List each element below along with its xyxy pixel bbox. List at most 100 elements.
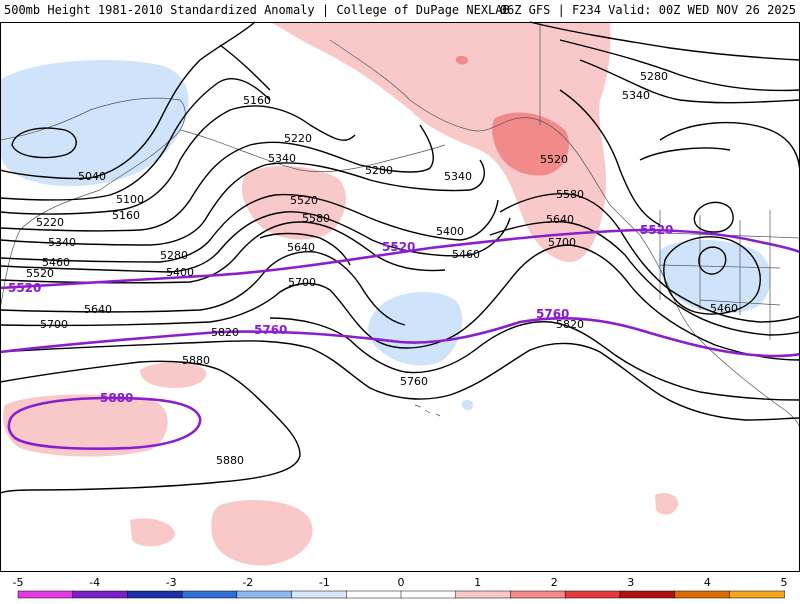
height-label: 5700: [548, 236, 576, 249]
highlight-label: 5880: [100, 391, 133, 405]
neg-anomaly-north-pacific: [0, 60, 189, 187]
highlight-5520: [0, 228, 800, 290]
legend-tick-label: 0: [398, 576, 405, 589]
contour-5460: [0, 211, 511, 273]
contour-low-inner: [693, 201, 734, 233]
pos-anomaly-alaska: [270, 22, 611, 262]
contour-5400: [0, 193, 499, 263]
legend-bin: [181, 590, 238, 599]
height-label: 5520: [290, 194, 318, 207]
pos-anomaly-gulf: [241, 165, 346, 240]
height-label: 5400: [436, 225, 464, 238]
legend-tick-label: 1: [474, 576, 481, 589]
highlight-labels: 5520 5520 5520 5760 5760 5880: [8, 223, 673, 405]
legend-tick-label: 4: [704, 576, 711, 589]
height-label: 5280: [365, 164, 393, 177]
height-label: 5580: [556, 188, 584, 201]
neg-anomaly-small: [462, 399, 474, 411]
contour-5640: [0, 220, 800, 336]
contour-5040: [11, 127, 77, 159]
pos-anomaly-subtropic-mid: [140, 361, 206, 388]
legend-bin: [564, 590, 621, 599]
height-label: 5520: [540, 153, 568, 166]
legend-colorbar: -5 -4 -3 -2 -1 0 1 2 3 4 5: [13, 576, 788, 599]
height-label: 5640: [546, 213, 574, 226]
states-grid: [659, 210, 781, 340]
legend-bin: [674, 590, 731, 599]
pos-anomaly-south-2: [655, 493, 679, 515]
legend-bin: [510, 590, 566, 599]
height-label: 5340: [268, 152, 296, 165]
contour-5400-east: [559, 89, 661, 226]
contour-5580: [259, 193, 800, 323]
height-label: 5820: [211, 326, 239, 339]
legend-tick-label: 2: [551, 576, 558, 589]
height-label: 5160: [112, 209, 140, 222]
height-label: 5040: [78, 170, 106, 183]
legend-bin: [346, 590, 402, 599]
legend-bin: [72, 590, 129, 599]
height-label: 5520: [26, 267, 54, 280]
contour-canada-ring: [639, 121, 800, 176]
contour-5340: [0, 159, 486, 246]
pos-anomaly-darker-dot: [456, 55, 468, 65]
contour-5160a: [0, 77, 271, 201]
contour-5460-low: [663, 236, 761, 315]
height-label: 5640: [84, 303, 112, 316]
contour-5160b: [219, 44, 271, 91]
legend-bin: [400, 590, 457, 599]
pos-anomaly-south-3: [130, 518, 175, 547]
legend-tick-label: -2: [242, 576, 253, 589]
highlight-label: 5760: [254, 323, 287, 337]
legend-bin: [291, 590, 348, 599]
contour-5220: [0, 105, 356, 215]
legend-bin: [17, 590, 74, 599]
highlight-label: 5520: [8, 281, 41, 295]
anomaly-shading: [0, 22, 771, 566]
model-run-info: 06Z GFS | F234 Valid: 00Z WED NOV 26 202…: [499, 3, 796, 17]
pos-anomaly-south-1: [211, 500, 313, 566]
contour-5880: [0, 360, 301, 495]
highlight-label: 5520: [640, 223, 673, 237]
height-label: 5820: [556, 318, 584, 331]
height-label: 5220: [284, 132, 312, 145]
map-title: 500mb Height 1981-2010 Standardized Anom…: [4, 3, 510, 17]
highlight-5760: [0, 316, 800, 358]
height-label: 5700: [288, 276, 316, 289]
hawaii: [414, 404, 441, 417]
highlight-label: 5760: [536, 307, 569, 321]
pos-anomaly-subtropic-west: [3, 394, 168, 457]
legend-tick-label: 5: [781, 576, 788, 589]
highlight-5880: [7, 396, 202, 450]
height-label: 5280: [640, 70, 668, 83]
height-label: 5160: [243, 94, 271, 107]
contour-5340-east: [579, 59, 800, 104]
contour-labels: 5160 5220 5340 5280 5040 5100 5160 5220 …: [26, 70, 738, 467]
height-label: 5340: [444, 170, 472, 183]
highlight-label: 5520: [382, 240, 415, 254]
legend-bin: [127, 590, 183, 599]
height-label: 5760: [400, 375, 428, 388]
height-label: 5700: [40, 318, 68, 331]
height-contours: [0, 21, 800, 495]
height-label: 5100: [116, 193, 144, 206]
height-label: 5400: [166, 266, 194, 279]
height-label: 5640: [287, 241, 315, 254]
coast-aleutians: [179, 129, 446, 172]
height-label: 5340: [48, 236, 76, 249]
height-label: 5340: [622, 89, 650, 102]
height-label: 5580: [302, 212, 330, 225]
contour-5280-east: [529, 21, 800, 92]
legend-tick-label: -1: [319, 576, 330, 589]
contour-5100: [0, 21, 256, 180]
height-label: 5460: [710, 302, 738, 315]
legend-tick-label: -3: [166, 576, 177, 589]
legend-bin: [619, 590, 676, 599]
height-label: 5460: [42, 256, 70, 269]
neg-anomaly-central-pacific: [368, 292, 463, 366]
coast-alaska: [329, 39, 641, 236]
contour-5820: [0, 340, 800, 421]
coast-north-america-west: [639, 234, 800, 431]
